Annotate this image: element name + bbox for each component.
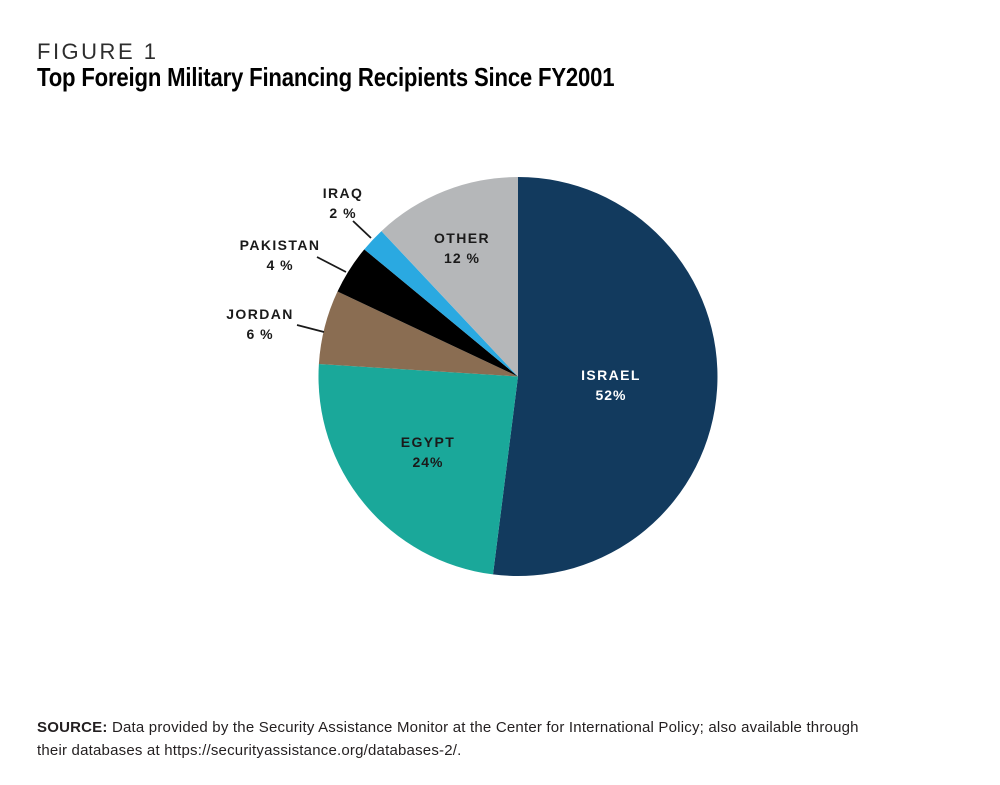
pie-label-iraq-name: IRAQ [322,185,364,201]
pie-label-iraq: IRAQ 2 % [323,184,364,223]
pie-slice-israel [493,177,718,576]
pie-label-other-name: OTHER [434,230,490,246]
pie-slice-other [381,176,518,377]
pie-label-jordan-value: 6 % [246,325,274,342]
pie-label-israel: ISRAEL 52% [581,366,641,405]
pie-label-egypt-value: 24% [412,453,444,470]
pie-slice-jordan [318,291,518,377]
pie-label-egypt: EGYPT 24% [401,433,455,472]
leader-line-pakistan [316,256,347,273]
pie-label-israel-name: ISRAEL [581,367,641,383]
pie-label-other: OTHER 12 % [434,229,490,268]
pie-slice-pakistan [337,249,518,377]
pie-label-jordan-name: JORDAN [226,306,294,322]
figure-kicker: FIGURE 1 [37,39,159,64]
source-line2: their databases at https://securityassis… [37,742,462,759]
pie-label-pakistan-name: PAKISTAN [239,237,321,253]
pie-label-pakistan: PAKISTAN 4 % [240,236,321,275]
leader-line-jordan [296,324,325,333]
figure-title: Top Foreign Military Financing Recipient… [37,62,615,92]
pie-label-jordan: JORDAN 6 % [226,305,294,344]
pie-label-iraq-value: 2 % [329,204,357,221]
pie-label-other-value: 12 % [444,249,480,266]
pie-label-israel-value: 52% [595,386,627,403]
source-label: SOURCE: [37,719,108,736]
source-note: SOURCE: Data provided by the Security As… [37,716,957,762]
leader-line-iraq [352,220,372,239]
pie-slice-iraq [364,231,518,377]
pie-slice-egypt [318,363,518,575]
pie-label-egypt-name: EGYPT [400,434,456,450]
pie-label-pakistan-value: 4 % [266,256,294,273]
source-line1: Data provided by the Security Assistance… [111,719,859,736]
